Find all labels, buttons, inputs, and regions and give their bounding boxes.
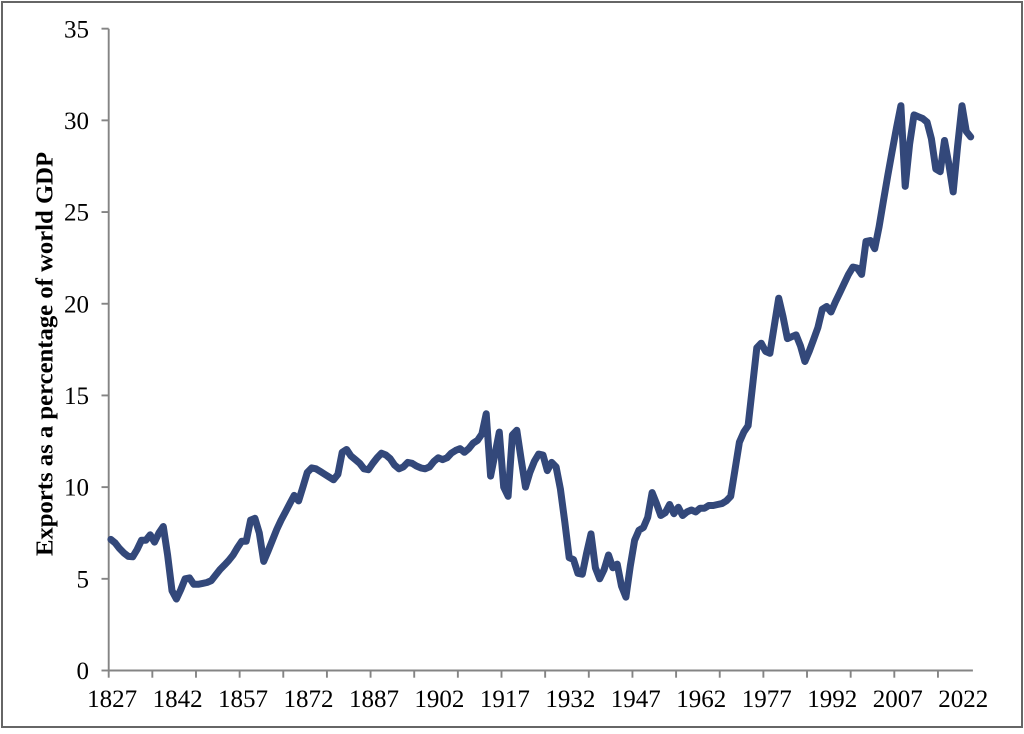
svg-text:1947: 1947 bbox=[611, 686, 661, 713]
svg-text:20: 20 bbox=[64, 291, 89, 318]
svg-text:1872: 1872 bbox=[284, 686, 334, 713]
svg-text:2007: 2007 bbox=[873, 686, 923, 713]
svg-text:1842: 1842 bbox=[153, 686, 203, 713]
svg-text:10: 10 bbox=[64, 475, 89, 502]
svg-text:2022: 2022 bbox=[938, 686, 988, 713]
svg-text:1857: 1857 bbox=[218, 686, 268, 713]
svg-text:1917: 1917 bbox=[480, 686, 530, 713]
svg-text:Exports as a percentage of wor: Exports as a percentage of world GDP bbox=[32, 152, 59, 556]
svg-text:1932: 1932 bbox=[545, 686, 595, 713]
svg-text:25: 25 bbox=[64, 200, 89, 227]
svg-text:30: 30 bbox=[64, 108, 89, 135]
svg-text:1992: 1992 bbox=[807, 686, 857, 713]
svg-text:15: 15 bbox=[64, 383, 89, 410]
svg-text:1977: 1977 bbox=[742, 686, 792, 713]
svg-text:35: 35 bbox=[64, 16, 89, 43]
svg-text:5: 5 bbox=[77, 566, 90, 593]
svg-text:1887: 1887 bbox=[349, 686, 399, 713]
svg-text:1962: 1962 bbox=[676, 686, 726, 713]
svg-text:0: 0 bbox=[77, 658, 90, 685]
svg-text:1902: 1902 bbox=[414, 686, 464, 713]
svg-text:1827: 1827 bbox=[87, 686, 137, 713]
